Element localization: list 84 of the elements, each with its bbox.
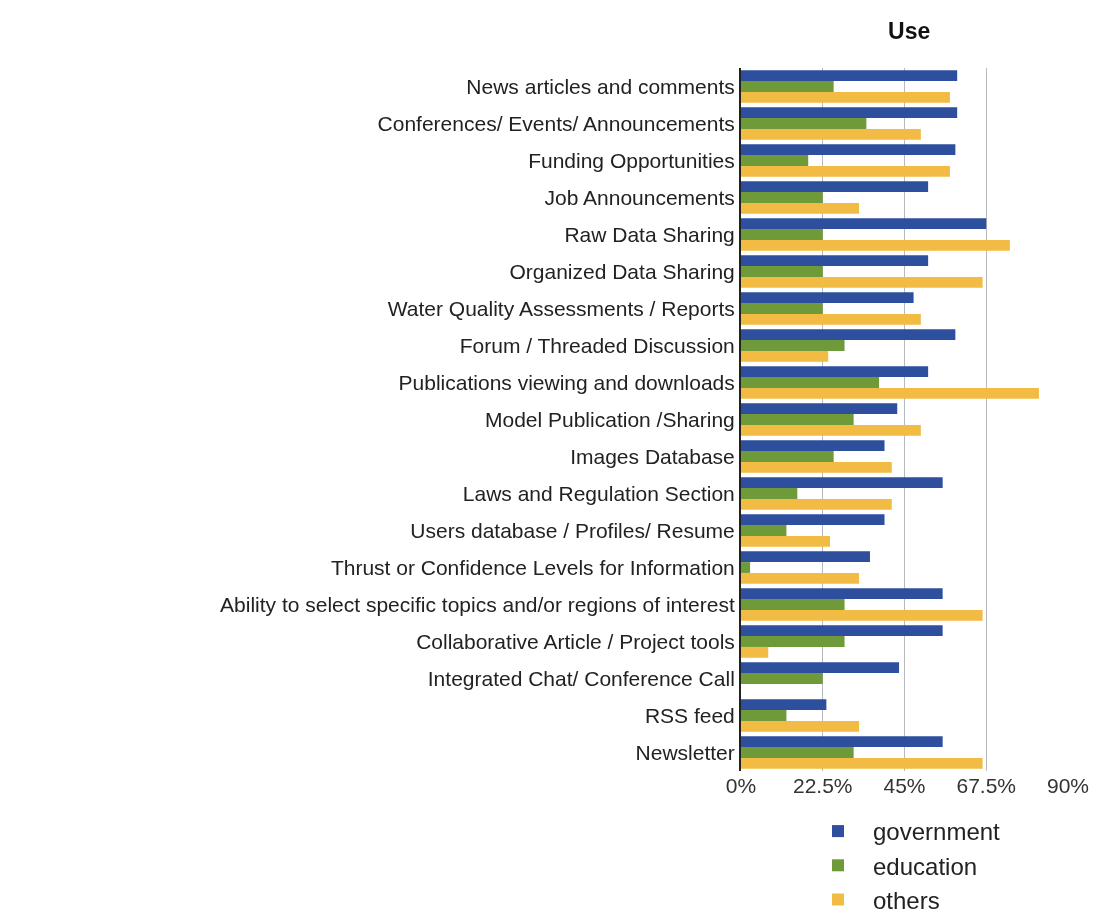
bar <box>741 747 854 758</box>
bar <box>741 609 983 621</box>
bar <box>741 366 929 378</box>
y-tick-label: Integrated Chat/ Conference Call <box>427 666 735 690</box>
bar <box>741 202 860 214</box>
bar <box>741 266 823 277</box>
y-tick-label: Water Quality Assessments / Reports <box>387 296 735 320</box>
y-tick-label: News articles and comments <box>466 74 735 98</box>
y-tick-label: Users database / Profiles/ Resume <box>410 518 735 542</box>
bar <box>741 377 880 388</box>
x-tick-label: 22.5% <box>792 774 853 797</box>
bar <box>741 498 892 510</box>
bar <box>741 155 809 166</box>
bar <box>741 662 900 674</box>
bar <box>741 535 831 547</box>
x-tick-label: 45% <box>883 774 926 797</box>
y-tick-label: Publications viewing and downloads <box>398 370 735 394</box>
legend-label: education <box>873 852 978 880</box>
x-tick-label: 90% <box>1046 774 1090 797</box>
x-tick-label: 67.5% <box>956 774 1017 797</box>
bar <box>741 551 870 563</box>
bar <box>741 451 834 462</box>
bar <box>741 350 829 362</box>
bar <box>741 192 823 203</box>
bar <box>741 128 921 140</box>
bar <box>741 424 921 436</box>
bar <box>741 255 929 267</box>
bar <box>741 525 787 536</box>
bar <box>741 562 751 573</box>
bar <box>741 403 898 415</box>
y-tick-label: Conferences/ Events/ Announcements <box>377 111 735 135</box>
bar <box>741 488 798 499</box>
bar <box>741 218 987 230</box>
bar <box>741 440 885 452</box>
bar <box>741 329 956 341</box>
bar <box>741 81 834 92</box>
y-tick-label: Raw Data Sharing <box>564 222 735 246</box>
bar <box>741 239 1010 251</box>
bar <box>741 181 929 193</box>
y-tick-label: Laws and Regulation Section <box>462 481 735 505</box>
bar <box>741 303 823 314</box>
bar <box>741 165 950 177</box>
y-tick-label: Collaborative Article / Project tools <box>416 629 735 653</box>
legend-label: government <box>873 818 1001 846</box>
bar <box>741 736 943 748</box>
bar <box>741 699 827 711</box>
y-tick-label: Organized Data Sharing <box>509 259 735 283</box>
bar <box>741 514 885 526</box>
bar <box>741 229 823 240</box>
bar <box>741 710 787 721</box>
legend-label: others <box>873 886 940 914</box>
bar <box>741 461 892 473</box>
bar <box>741 757 983 769</box>
bar <box>741 572 860 584</box>
bar <box>741 646 769 658</box>
bar <box>741 91 950 103</box>
bar <box>741 118 867 129</box>
y-tick-label: Newsletter <box>635 740 735 764</box>
x-tick-label: 0% <box>725 774 757 797</box>
y-tick-label: Forum / Threaded Discussion <box>459 333 735 357</box>
bar <box>741 414 854 425</box>
bar <box>741 276 983 288</box>
y-tick-label: Model Publication /Sharing <box>484 407 735 431</box>
bar <box>741 636 845 647</box>
bar <box>741 588 943 600</box>
bar <box>741 107 958 119</box>
y-tick-label: Thrust or Confidence Levels for Information <box>330 555 735 579</box>
chart-title: Use <box>888 18 931 45</box>
y-tick-label: Ability to select specific topics and/or regions of interest <box>220 592 735 616</box>
bar <box>741 599 845 610</box>
bar <box>741 292 914 304</box>
y-tick-label: Job Announcements <box>544 185 735 209</box>
y-tick-label: Images Database <box>570 444 735 468</box>
bar <box>741 340 845 351</box>
bar <box>741 70 958 82</box>
bar <box>741 720 860 732</box>
y-tick-label: RSS feed <box>644 703 735 727</box>
bar <box>741 673 823 684</box>
bar <box>741 477 943 489</box>
bar <box>741 144 956 156</box>
bar <box>741 387 1039 399</box>
bar <box>741 625 943 637</box>
y-tick-label: Funding Opportunities <box>528 148 735 172</box>
bar <box>741 313 921 325</box>
